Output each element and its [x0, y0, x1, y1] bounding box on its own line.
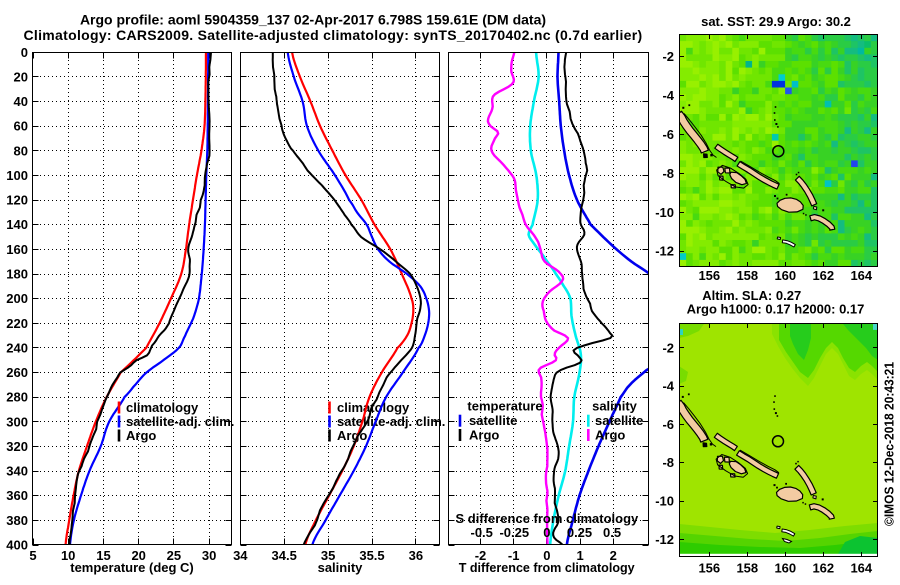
svg-text:400: 400: [6, 538, 28, 553]
svg-text:Altim. SLA: 0.27: Altim. SLA: 0.27: [702, 288, 801, 303]
svg-text:Argo: Argo: [337, 428, 367, 443]
svg-text:-2: -2: [662, 49, 674, 64]
svg-text:380: 380: [6, 513, 28, 528]
svg-text:40: 40: [14, 94, 28, 109]
svg-text:satellite-adj. clim.: satellite-adj. clim.: [126, 414, 234, 429]
svg-text:Argo: Argo: [469, 428, 499, 443]
svg-text:temperature: temperature: [467, 399, 542, 414]
svg-text:satellite: satellite: [469, 413, 517, 428]
svg-text:160: 160: [6, 242, 28, 257]
svg-text:climatology: climatology: [126, 400, 199, 415]
svg-text:temperature (deg C): temperature (deg C): [70, 560, 194, 575]
svg-text:164: 164: [850, 268, 872, 283]
svg-text:-8: -8: [662, 166, 674, 181]
svg-text:-12: -12: [655, 532, 674, 547]
svg-text:120: 120: [6, 193, 28, 208]
svg-text:340: 340: [6, 464, 28, 479]
svg-text:-2: -2: [662, 340, 674, 355]
svg-text:Climatology: CARS2009. Satelli: Climatology: CARS2009. Satellite-adjuste…: [24, 27, 643, 43]
svg-text:salinity: salinity: [592, 399, 638, 414]
svg-text:60: 60: [14, 119, 28, 134]
svg-text:280: 280: [6, 390, 28, 405]
svg-text:-0.25: -0.25: [499, 525, 529, 540]
svg-text:158: 158: [736, 561, 758, 576]
svg-text:156: 156: [698, 268, 720, 283]
svg-text:34.5: 34.5: [272, 548, 297, 563]
svg-text:-8: -8: [662, 455, 674, 470]
svg-text:162: 162: [812, 268, 834, 283]
svg-text:satellite: satellite: [595, 413, 643, 428]
svg-text:80: 80: [14, 143, 28, 158]
svg-text:10: 10: [61, 548, 75, 563]
svg-text:140: 140: [6, 217, 28, 232]
svg-text:©IMOS 12-Dec-2018 20:43:21: ©IMOS 12-Dec-2018 20:43:21: [882, 362, 897, 526]
svg-text:0: 0: [543, 525, 550, 540]
svg-text:15: 15: [96, 548, 110, 563]
svg-text:Argo h1000: 0.17 h2000: 0.17: Argo h1000: 0.17 h2000: 0.17: [687, 302, 865, 317]
svg-text:-4: -4: [662, 88, 674, 103]
svg-text:salinity: salinity: [318, 560, 364, 575]
svg-text:156: 156: [698, 561, 720, 576]
svg-text:-12: -12: [655, 244, 674, 259]
svg-text:320: 320: [6, 439, 28, 454]
svg-text:160: 160: [774, 561, 796, 576]
svg-text:200: 200: [6, 291, 28, 306]
svg-text:220: 220: [6, 316, 28, 331]
svg-text:T difference from climatology: T difference from climatology: [459, 560, 636, 575]
svg-text:160: 160: [774, 268, 796, 283]
svg-text:1: 1: [576, 548, 583, 563]
svg-text:20: 20: [14, 69, 28, 84]
svg-text:164: 164: [850, 561, 872, 576]
svg-text:Argo profile: aoml 5904359_137: Argo profile: aoml 5904359_137 02-Apr-20…: [80, 12, 546, 28]
svg-text:-0.5: -0.5: [470, 525, 492, 540]
svg-text:180: 180: [6, 267, 28, 282]
svg-text:0: 0: [543, 548, 550, 563]
svg-text:360: 360: [6, 488, 28, 503]
svg-text:100: 100: [6, 168, 28, 183]
svg-text:5: 5: [29, 548, 36, 563]
svg-text:36: 36: [409, 548, 423, 563]
svg-text:240: 240: [6, 340, 28, 355]
svg-text:Argo: Argo: [595, 428, 625, 443]
svg-text:260: 260: [6, 365, 28, 380]
svg-text:35.5: 35.5: [359, 548, 384, 563]
svg-text:34: 34: [233, 548, 248, 563]
svg-text:25: 25: [167, 548, 181, 563]
svg-text:35: 35: [321, 548, 335, 563]
svg-text:20: 20: [131, 548, 145, 563]
svg-text:0: 0: [21, 45, 28, 60]
svg-text:0.25: 0.25: [567, 525, 592, 540]
svg-text:sat. SST: 29.9 Argo: 30.2: sat. SST: 29.9 Argo: 30.2: [701, 14, 851, 29]
svg-text:Argo: Argo: [126, 428, 156, 443]
svg-text:climatology: climatology: [337, 400, 410, 415]
svg-text:-6: -6: [662, 417, 674, 432]
svg-text:2: 2: [610, 548, 617, 563]
svg-text:158: 158: [736, 268, 758, 283]
svg-text:-2: -2: [475, 548, 487, 563]
svg-text:satellite-adj. clim.: satellite-adj. clim.: [337, 414, 445, 429]
svg-text:30: 30: [202, 548, 216, 563]
svg-text:-4: -4: [662, 379, 674, 394]
svg-text:-10: -10: [655, 205, 674, 220]
svg-text:0.5: 0.5: [603, 525, 621, 540]
svg-text:S difference from climatology: S difference from climatology: [456, 511, 640, 526]
svg-text:-10: -10: [655, 494, 674, 509]
svg-text:-1: -1: [508, 548, 520, 563]
svg-text:300: 300: [6, 414, 28, 429]
svg-text:-6: -6: [662, 127, 674, 142]
svg-text:162: 162: [812, 561, 834, 576]
